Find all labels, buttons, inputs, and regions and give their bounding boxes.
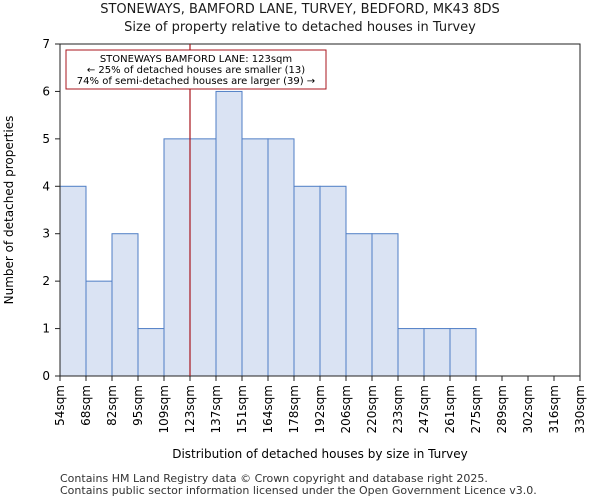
y-tick-label: 0	[42, 369, 50, 383]
x-tick-label: 316sqm	[547, 385, 561, 433]
x-tick-label: 220sqm	[365, 385, 379, 433]
x-tick-label: 233sqm	[391, 385, 405, 433]
chart-title: STONEWAYS, BAMFORD LANE, TURVEY, BEDFORD…	[100, 2, 500, 17]
plot-frame	[59, 43, 581, 377]
x-tick-label: 54sqm	[53, 385, 67, 426]
y-tick-label: 2	[42, 274, 50, 288]
y-tick-label: 1	[42, 322, 50, 336]
bar-95sqm	[137, 328, 165, 377]
y-axis-label: Number of detached properties	[2, 116, 16, 305]
x-tick-label: 178sqm	[287, 385, 301, 433]
x-tick-label: 137sqm	[209, 385, 223, 433]
x-tick-label: 68sqm	[79, 385, 93, 426]
y-tick-label: 7	[42, 37, 50, 51]
x-tick-label: 302sqm	[521, 385, 535, 433]
x-tick-label: 330sqm	[573, 385, 587, 433]
x-tick-label: 95sqm	[131, 385, 145, 426]
marker-annotation: STONEWAYS BAMFORD LANE: 123sqm ← 25% of …	[65, 49, 327, 90]
x-tick-label: 275sqm	[469, 385, 483, 433]
x-tick-label: 164sqm	[261, 385, 275, 433]
bar-233sqm	[397, 328, 425, 377]
bar-247sqm	[423, 328, 451, 377]
x-tick-label: 261sqm	[443, 385, 457, 433]
x-tick-label: 206sqm	[339, 385, 353, 433]
y-tick-label: 4	[42, 179, 50, 193]
x-axis-label: Distribution of detached houses by size …	[172, 447, 468, 461]
bar-54sqm	[59, 185, 87, 377]
bar-261sqm	[449, 328, 477, 377]
x-tick-label: 151sqm	[235, 385, 249, 433]
annotation-line-2: ← 25% of detached houses are smaller (13…	[87, 65, 305, 76]
x-tick-label: 192sqm	[313, 385, 327, 433]
bar-123sqm	[189, 138, 217, 377]
x-tick-label: 109sqm	[157, 385, 171, 433]
x-tick-label: 289sqm	[495, 385, 509, 433]
bar-109sqm	[163, 138, 191, 377]
bar-220sqm	[371, 233, 399, 377]
bar-82sqm	[111, 233, 139, 377]
footer-copyright: Contains HM Land Registry data © Crown c…	[60, 472, 488, 485]
annotation-line-3: 74% of semi-detached houses are larger (…	[77, 76, 315, 87]
x-tick-label: 247sqm	[417, 385, 431, 433]
chart-subtitle: Size of property relative to detached ho…	[124, 20, 476, 35]
y-tick-label: 6	[42, 84, 50, 98]
bar-164sqm	[267, 138, 295, 377]
bar-68sqm	[85, 280, 113, 377]
footer-licence: Contains public sector information licen…	[60, 484, 537, 497]
bar-151sqm	[241, 138, 269, 377]
bar-178sqm	[293, 185, 321, 377]
annotation-box	[65, 49, 327, 90]
x-tick-label: 123sqm	[183, 385, 197, 433]
bar-137sqm	[215, 90, 243, 377]
bar-206sqm	[345, 233, 373, 377]
bar-192sqm	[319, 185, 347, 377]
y-tick-label: 3	[42, 227, 50, 241]
x-tick-label: 82sqm	[105, 385, 119, 426]
y-tick-label: 5	[42, 132, 50, 146]
annotation-line-1: STONEWAYS BAMFORD LANE: 123sqm	[100, 54, 292, 65]
